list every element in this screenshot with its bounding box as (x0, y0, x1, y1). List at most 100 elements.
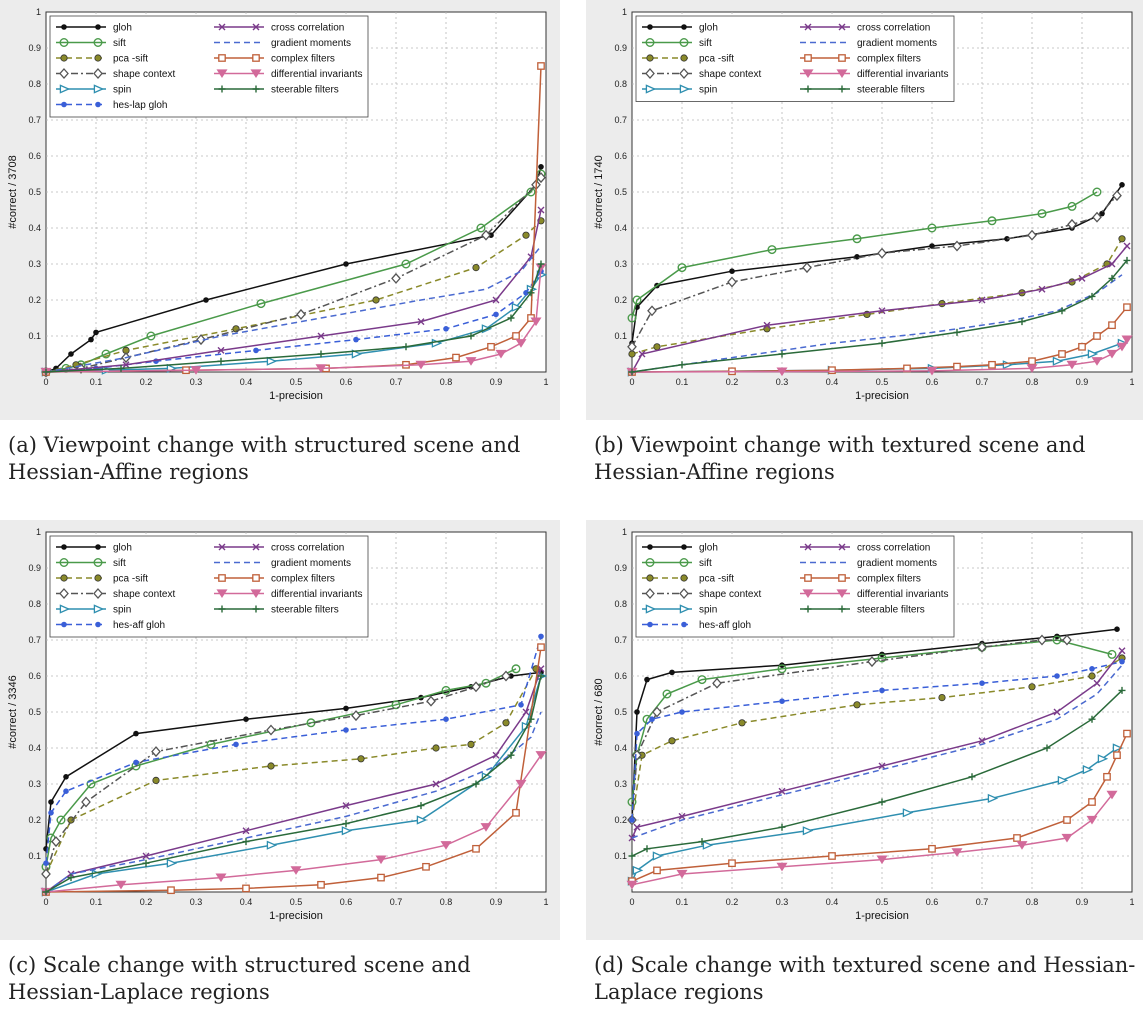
data-point-cross_correlation (1123, 242, 1131, 250)
legend-marker-gloh (681, 24, 687, 30)
data-point-cross_correlation (1078, 274, 1086, 282)
data-point-differential_invariants (1091, 357, 1103, 366)
x-tick-label: 0.3 (190, 897, 203, 907)
data-point-gloh (729, 268, 735, 275)
data-point-sift (476, 223, 486, 233)
data-point-spin (1082, 765, 1094, 775)
data-point-steerable_filters (467, 332, 475, 340)
data-point-shape_context (1037, 634, 1047, 646)
data-point-sift (632, 295, 642, 305)
legend-marker-differential_invariants (216, 589, 228, 599)
data-point-shape_context (501, 670, 511, 682)
y-tick-label: 0.1 (614, 851, 627, 861)
legend-label-spin: spin (699, 605, 717, 616)
data-point-pca_sift (522, 231, 530, 239)
data-point-cross_correlation (1038, 285, 1046, 293)
caption-c: (c) Scale change with structured scene a… (8, 953, 471, 1004)
data-point-differential_invariants (530, 317, 542, 327)
y-tick-label: 0.2 (614, 815, 627, 825)
legend-label-differential_invariants: differential invariants (271, 589, 363, 600)
data-point-spin (266, 356, 278, 366)
caption-b: (b) Viewpoint change with textured scene… (594, 433, 1086, 484)
legend-label-sift: sift (113, 38, 126, 49)
series-line-steerable_filters (45, 675, 542, 893)
legend-label-cross_correlation: cross correlation (271, 543, 344, 554)
series-line-pca_sift (45, 220, 542, 373)
data-point-sift (511, 664, 521, 674)
legend-marker-pca_sift (680, 54, 688, 62)
y-tick-label: 0.1 (28, 331, 41, 341)
data-point-cross_correlation (122, 361, 130, 369)
legend-box (49, 15, 369, 118)
data-point-hes_gloh (779, 698, 785, 704)
y-tick-label: 1 (622, 7, 627, 17)
data-point-hes_gloh (43, 860, 49, 866)
data-point-sift (1107, 649, 1117, 659)
data-point-differential_invariants (626, 880, 638, 890)
legend-marker-cross_correlation (804, 543, 812, 551)
legend-label-cross_correlation: cross correlation (271, 23, 344, 34)
y-tick-label: 0.8 (614, 599, 627, 609)
data-point-shape_context (41, 868, 51, 880)
data-point-sift (391, 700, 401, 710)
caption-d: (d) Scale change with textured scene and… (594, 953, 1136, 1004)
data-point-steerable_filters (67, 874, 75, 882)
legend-marker-spin (645, 84, 657, 94)
legend-marker-sift (93, 558, 103, 568)
data-point-steerable_filters (527, 289, 535, 297)
legend-marker-complex_filters (218, 54, 226, 62)
data-point-shape_context (296, 308, 306, 320)
data-point-steerable_filters (1058, 307, 1066, 315)
data-point-pca_sift (1118, 235, 1126, 243)
data-point-hes_gloh (879, 687, 885, 694)
data-point-gloh (63, 774, 69, 780)
data-point-complex_filters (317, 880, 325, 889)
x-tick-label: 0.9 (490, 377, 503, 387)
y-tick-label: 0.5 (28, 707, 41, 717)
data-point-complex_filters (472, 844, 480, 853)
legend-label-pca_sift: pca -sift (699, 54, 734, 65)
data-point-gloh (634, 709, 640, 715)
series-line-gradient_moments (45, 711, 542, 893)
y-tick-label: 0.3 (28, 259, 41, 269)
legend-marker-cross_correlation (252, 23, 260, 31)
data-point-differential_invariants (1026, 364, 1038, 373)
legend-label-cross_correlation: cross correlation (857, 543, 930, 554)
y-tick-label: 0.3 (614, 259, 627, 269)
x-tick-label: 0.1 (676, 377, 689, 387)
legend-marker-sift (645, 38, 655, 48)
data-point-sift (852, 234, 862, 244)
data-point-pca_sift (357, 755, 365, 763)
chart-panel-d: 0 0.1 0.2 0.3 0.4 0.5 0.6 0.7 0.8 0.9 1 0.1 0.2 0.3 0.… (586, 520, 1143, 1020)
legend-marker-differential_invariants (836, 589, 848, 599)
data-point-spin (652, 851, 664, 861)
y-tick-label: 0.8 (614, 79, 627, 89)
legend-marker-shape_context (679, 68, 689, 79)
data-point-cross_correlation (878, 762, 886, 770)
data-point-cross_correlation (633, 823, 641, 831)
legend-label-hes_gloh: hes-lap gloh (113, 100, 167, 111)
y-tick-label: 0.6 (614, 671, 627, 681)
legend-marker-differential_invariants (802, 69, 814, 79)
legend-marker-gloh (95, 544, 101, 550)
x-tick-label: 0.7 (390, 377, 403, 387)
data-point-gloh (669, 669, 675, 676)
data-point-pca_sift (432, 744, 440, 752)
legend-marker-hes_gloh (61, 101, 67, 108)
legend-marker-steerable_filters (838, 605, 846, 613)
legend-label-steerable_filters: steerable filters (857, 85, 925, 96)
data-point-sift (256, 299, 266, 309)
data-point-steerable_filters (778, 823, 786, 831)
series-line-sift (631, 639, 1113, 803)
data-point-shape_context (1092, 211, 1102, 223)
legend-label-complex_filters: complex filters (271, 574, 335, 585)
legend-marker-differential_invariants (802, 589, 814, 599)
data-point-spin (1052, 356, 1064, 366)
y-tick-label: 0.4 (28, 223, 41, 233)
legend-marker-steerable_filters (804, 85, 812, 93)
legend-label-complex_filters: complex filters (271, 54, 335, 65)
data-point-steerable_filters (968, 773, 976, 781)
data-point-shape_context (1112, 190, 1122, 202)
x-tick-label: 0.5 (290, 897, 303, 907)
y-tick-label: 0.2 (28, 815, 41, 825)
